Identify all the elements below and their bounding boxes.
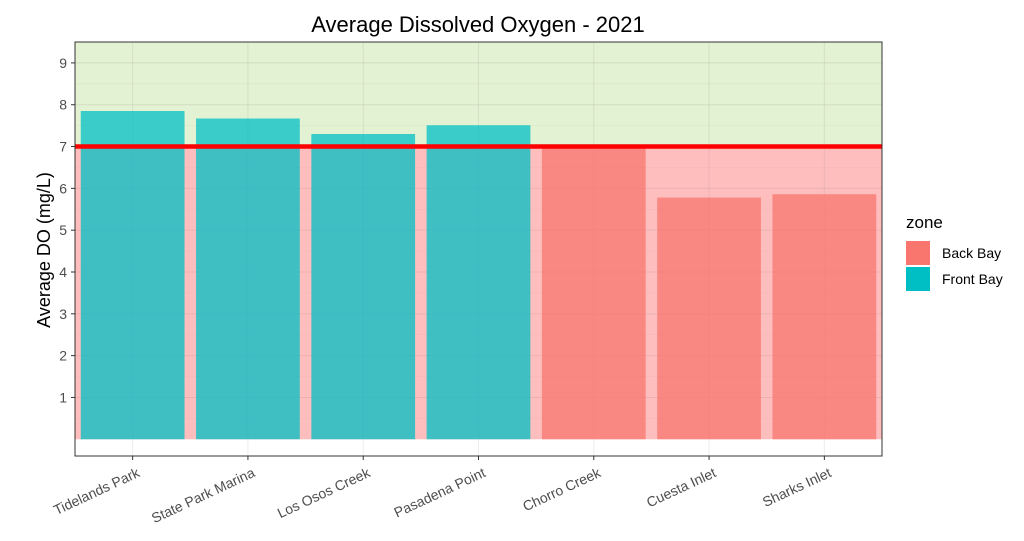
x-tick-label: Cuesta Inlet [644,464,719,510]
x-tick-label: Los Osos Creek [275,464,374,521]
y-tick-label: 7 [59,139,67,155]
x-tick-label: Tidelands Park [51,464,143,518]
plot-area: 1 2 3 4 5 6 7 8 9 Tidelands Park State Park Marina… [51,41,883,526]
y-tick-label: 1 [59,389,67,405]
chart-title: Average Dissolved Oxygen - 2021 [311,12,644,37]
x-tick-label: Pasadena Point [391,464,487,520]
bar-los-osos-creek [311,134,416,440]
legend-swatch-front-bay [906,267,930,291]
bar-cuesta-inlet [657,197,761,440]
bar-state-park-marina [196,118,300,440]
y-tick-label: 5 [59,222,67,238]
x-tick-label: State Park Marina [149,464,258,526]
y-tick-label: 9 [59,55,67,71]
legend: zone Back Bay Front Bay [906,213,1003,291]
bar-sharks-inlet [772,194,877,440]
legend-swatch-back-bay [906,241,930,265]
x-tick-label: Chorro Creek [520,464,604,514]
y-tick-label: 4 [59,264,67,280]
bar-tidelands-park [80,111,185,440]
legend-label-back-bay: Back Bay [942,245,1001,261]
bar-pasadena-point [426,125,531,440]
y-tick-label: 2 [59,348,67,364]
y-axis-title: Average DO (mg/L) [34,172,54,328]
y-tick-label: 8 [59,97,67,113]
y-tick-label: 3 [59,306,67,322]
legend-title: zone [906,213,943,232]
y-tick-label: 6 [59,180,67,196]
x-tick-label: Sharks Inlet [760,464,834,510]
legend-label-front-bay: Front Bay [942,271,1003,287]
bar-chorro-creek [541,146,646,440]
